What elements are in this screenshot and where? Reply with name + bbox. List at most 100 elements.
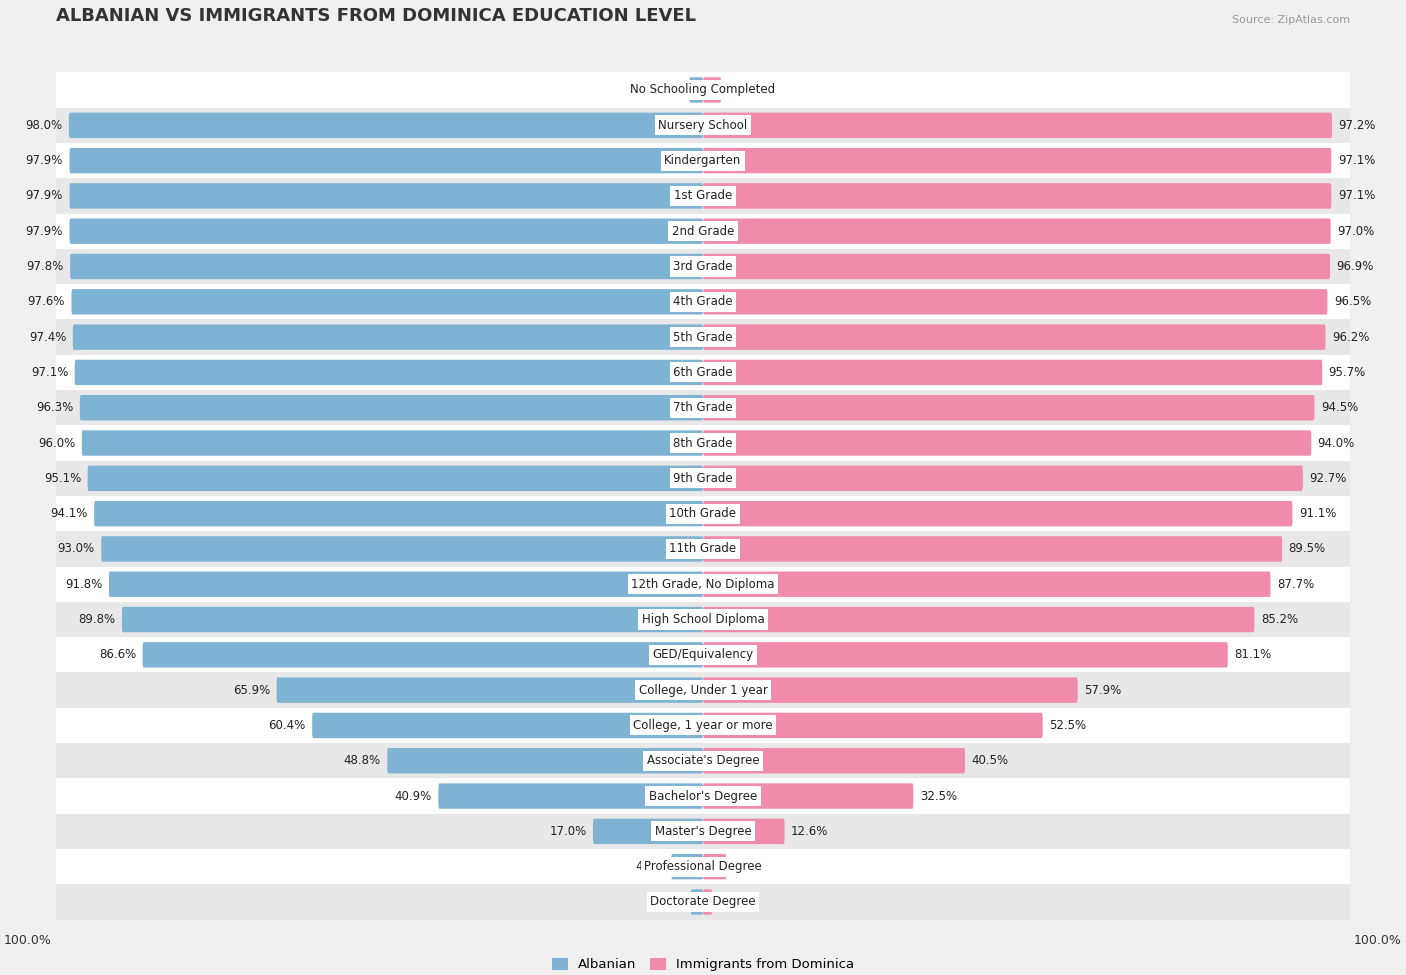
FancyBboxPatch shape [94, 501, 703, 526]
FancyBboxPatch shape [56, 496, 1350, 531]
Text: Master's Degree: Master's Degree [655, 825, 751, 838]
FancyBboxPatch shape [593, 819, 703, 844]
FancyBboxPatch shape [703, 819, 785, 844]
FancyBboxPatch shape [690, 889, 703, 915]
FancyBboxPatch shape [703, 678, 1077, 703]
FancyBboxPatch shape [56, 566, 1350, 602]
FancyBboxPatch shape [689, 77, 703, 102]
Text: Doctorate Degree: Doctorate Degree [650, 895, 756, 909]
FancyBboxPatch shape [56, 708, 1350, 743]
Text: 85.2%: 85.2% [1261, 613, 1298, 626]
FancyBboxPatch shape [56, 884, 1350, 919]
FancyBboxPatch shape [703, 501, 1292, 526]
Text: High School Diploma: High School Diploma [641, 613, 765, 626]
Text: 94.0%: 94.0% [1317, 437, 1355, 449]
FancyBboxPatch shape [70, 254, 703, 279]
FancyBboxPatch shape [56, 320, 1350, 355]
Text: 12th Grade, No Diploma: 12th Grade, No Diploma [631, 578, 775, 591]
Text: 60.4%: 60.4% [269, 719, 305, 732]
Text: Associate's Degree: Associate's Degree [647, 755, 759, 767]
FancyBboxPatch shape [703, 748, 965, 773]
Text: 2.1%: 2.1% [652, 84, 683, 97]
Text: 96.0%: 96.0% [38, 437, 76, 449]
FancyBboxPatch shape [703, 571, 1271, 597]
Text: 92.7%: 92.7% [1309, 472, 1347, 485]
Text: No Schooling Completed: No Schooling Completed [630, 84, 776, 97]
FancyBboxPatch shape [703, 254, 1330, 279]
FancyBboxPatch shape [703, 713, 1043, 738]
FancyBboxPatch shape [703, 606, 1254, 632]
FancyBboxPatch shape [56, 178, 1350, 214]
FancyBboxPatch shape [56, 460, 1350, 496]
FancyBboxPatch shape [703, 360, 1322, 385]
Text: ALBANIAN VS IMMIGRANTS FROM DOMINICA EDUCATION LEVEL: ALBANIAN VS IMMIGRANTS FROM DOMINICA EDU… [56, 7, 696, 24]
Text: 9th Grade: 9th Grade [673, 472, 733, 485]
Text: 48.8%: 48.8% [343, 755, 381, 767]
FancyBboxPatch shape [56, 778, 1350, 814]
Text: 96.2%: 96.2% [1331, 331, 1369, 343]
Text: 7th Grade: 7th Grade [673, 402, 733, 414]
Text: 93.0%: 93.0% [58, 542, 94, 556]
FancyBboxPatch shape [56, 143, 1350, 178]
FancyBboxPatch shape [56, 72, 1350, 107]
FancyBboxPatch shape [56, 849, 1350, 884]
Text: 97.2%: 97.2% [1339, 119, 1376, 132]
Text: 96.3%: 96.3% [37, 402, 73, 414]
FancyBboxPatch shape [671, 854, 703, 879]
Text: 87.7%: 87.7% [1277, 578, 1315, 591]
Text: 97.0%: 97.0% [1337, 224, 1375, 238]
FancyBboxPatch shape [439, 783, 703, 808]
Text: 97.9%: 97.9% [25, 224, 63, 238]
Text: 2.8%: 2.8% [727, 84, 758, 97]
Text: 94.1%: 94.1% [51, 507, 87, 520]
FancyBboxPatch shape [277, 678, 703, 703]
FancyBboxPatch shape [703, 466, 1303, 491]
Text: 6th Grade: 6th Grade [673, 366, 733, 379]
Text: 32.5%: 32.5% [920, 790, 957, 802]
FancyBboxPatch shape [56, 425, 1350, 460]
Text: Kindergarten: Kindergarten [665, 154, 741, 167]
Text: 4.9%: 4.9% [636, 860, 665, 874]
Text: Bachelor's Degree: Bachelor's Degree [650, 790, 756, 802]
Text: 95.7%: 95.7% [1329, 366, 1367, 379]
FancyBboxPatch shape [703, 183, 1331, 209]
Text: 97.1%: 97.1% [31, 366, 69, 379]
Text: 89.5%: 89.5% [1288, 542, 1326, 556]
FancyBboxPatch shape [69, 218, 703, 244]
Text: Source: ZipAtlas.com: Source: ZipAtlas.com [1232, 15, 1350, 24]
Text: 95.1%: 95.1% [44, 472, 82, 485]
Text: 10th Grade: 10th Grade [669, 507, 737, 520]
Text: 2nd Grade: 2nd Grade [672, 224, 734, 238]
FancyBboxPatch shape [703, 643, 1227, 668]
Text: 1.4%: 1.4% [718, 895, 748, 909]
Text: 97.9%: 97.9% [25, 189, 63, 203]
Text: 3rd Grade: 3rd Grade [673, 260, 733, 273]
Text: 8th Grade: 8th Grade [673, 437, 733, 449]
FancyBboxPatch shape [122, 606, 703, 632]
Text: 97.6%: 97.6% [28, 295, 65, 308]
Text: 98.0%: 98.0% [25, 119, 62, 132]
FancyBboxPatch shape [703, 889, 711, 915]
FancyBboxPatch shape [56, 390, 1350, 425]
FancyBboxPatch shape [80, 395, 703, 420]
Text: 5th Grade: 5th Grade [673, 331, 733, 343]
Text: 97.1%: 97.1% [1337, 189, 1375, 203]
FancyBboxPatch shape [56, 673, 1350, 708]
FancyBboxPatch shape [703, 536, 1282, 562]
Text: 3.6%: 3.6% [733, 860, 762, 874]
Text: 52.5%: 52.5% [1049, 719, 1087, 732]
FancyBboxPatch shape [69, 183, 703, 209]
Text: 1st Grade: 1st Grade [673, 189, 733, 203]
FancyBboxPatch shape [82, 430, 703, 455]
Text: 17.0%: 17.0% [550, 825, 586, 838]
Text: College, Under 1 year: College, Under 1 year [638, 683, 768, 697]
Text: 12.6%: 12.6% [792, 825, 828, 838]
Text: Nursery School: Nursery School [658, 119, 748, 132]
Text: 81.1%: 81.1% [1234, 648, 1271, 661]
Text: 86.6%: 86.6% [98, 648, 136, 661]
Text: 91.1%: 91.1% [1299, 507, 1336, 520]
Text: College, 1 year or more: College, 1 year or more [633, 719, 773, 732]
FancyBboxPatch shape [56, 602, 1350, 638]
Text: 97.1%: 97.1% [1337, 154, 1375, 167]
Text: 11th Grade: 11th Grade [669, 542, 737, 556]
